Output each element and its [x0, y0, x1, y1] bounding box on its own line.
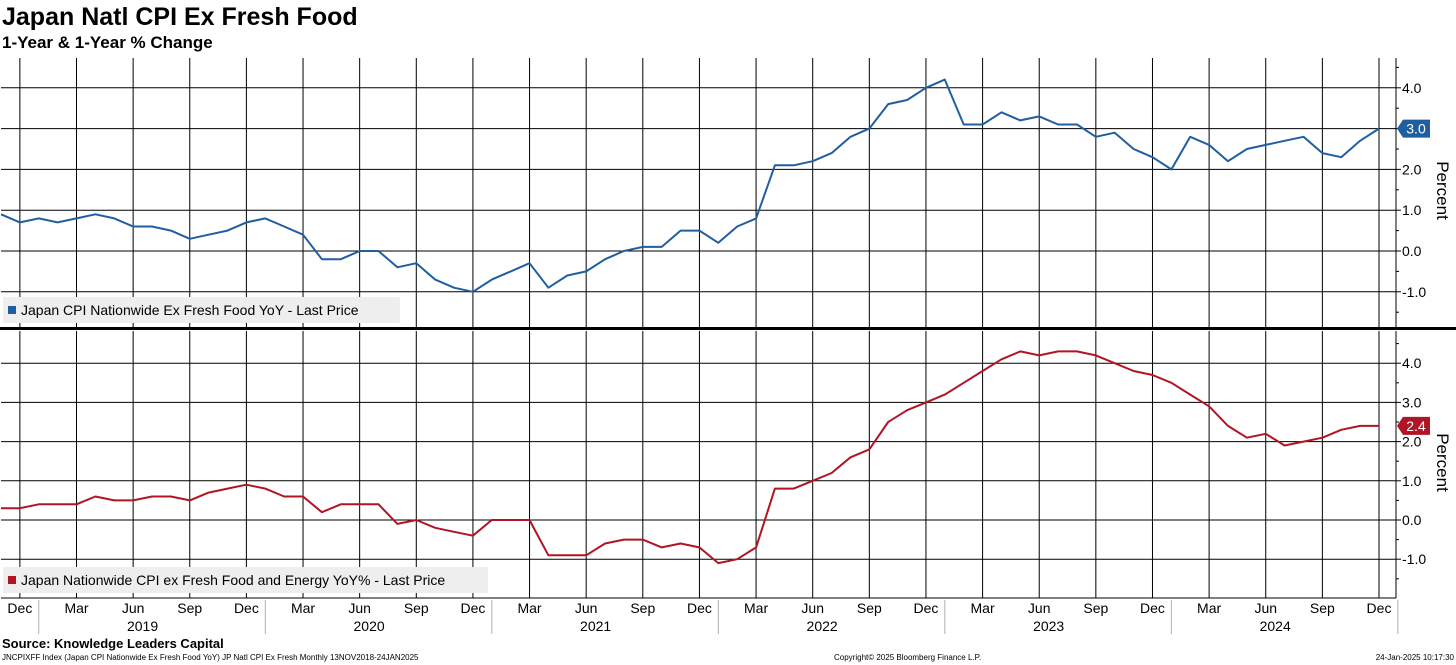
- y-tick-label: 4.0: [1402, 80, 1422, 96]
- x-month-label: Jun: [348, 600, 371, 616]
- x-month-label: Mar: [971, 600, 995, 616]
- x-month-label: Dec: [234, 600, 259, 616]
- x-month-label: Sep: [857, 600, 882, 616]
- bottom-legend: Japan Nationwide CPI ex Fresh Food and E…: [3, 567, 489, 593]
- x-month-label: Sep: [404, 600, 429, 616]
- y-tick-label: 2.0: [1402, 434, 1422, 450]
- x-month-label: Dec: [1140, 600, 1165, 616]
- x-month-label: Jun: [122, 600, 145, 616]
- footer-left: JNCPIXFF Index (Japan CPI Nationwide Ex …: [2, 653, 419, 662]
- x-month-label: Mar: [744, 600, 768, 616]
- bottom-last-value-label: 2.4: [1406, 418, 1426, 434]
- source-label: Source: Knowledge Leaders Capital: [2, 636, 224, 651]
- x-month-label: Jun: [801, 600, 824, 616]
- x-month-label: Sep: [177, 600, 202, 616]
- x-year-label: 2022: [807, 618, 838, 634]
- footer-timestamp: 24-Jan-2025 10:17:30: [1375, 653, 1454, 662]
- legend-swatch: [8, 576, 16, 584]
- y-tick-label: 0.0: [1402, 512, 1422, 528]
- x-month-label: Jun: [1028, 600, 1051, 616]
- x-month-label: Jun: [575, 600, 598, 616]
- x-month-label: Sep: [1310, 600, 1335, 616]
- y-tick-label: -1.0: [1402, 284, 1426, 300]
- y-axis-title: Percent: [1433, 433, 1452, 492]
- x-year-label: 2019: [127, 618, 158, 634]
- x-year-label: 2023: [1033, 618, 1064, 634]
- x-month-label: Mar: [64, 600, 88, 616]
- x-year-label: 2021: [580, 618, 611, 634]
- y-axis-title: Percent: [1433, 161, 1452, 220]
- x-month-label: Dec: [914, 600, 939, 616]
- y-tick-label: 0.0: [1402, 243, 1422, 259]
- y-tick-label: 1.0: [1402, 202, 1422, 218]
- x-year-label: 2024: [1260, 618, 1291, 634]
- x-month-label: Mar: [1197, 600, 1221, 616]
- x-month-label: Jun: [1254, 600, 1277, 616]
- top-series-line: [0, 78, 1380, 293]
- legend-label: Japan Nationwide CPI ex Fresh Food and E…: [21, 572, 445, 588]
- y-tick-label: 1.0: [1402, 473, 1422, 489]
- x-month-label: Dec: [7, 600, 32, 616]
- x-year-label: 2020: [354, 618, 385, 634]
- x-month-label: Dec: [1367, 600, 1392, 616]
- footer-copyright: Copyright© 2025 Bloomberg Finance L.P.: [834, 653, 982, 662]
- bottom-series-line: [1, 350, 1379, 565]
- top-last-value-label: 3.0: [1406, 121, 1426, 137]
- y-tick-label: 4.0: [1402, 355, 1422, 371]
- top-last-value-tag: [1397, 119, 1430, 138]
- y-tick-label: 2.0: [1402, 161, 1422, 177]
- bottom-last-value-tag: [1397, 416, 1430, 435]
- legend-label: Japan CPI Nationwide Ex Fresh Food YoY -…: [21, 302, 359, 318]
- top-legend: Japan CPI Nationwide Ex Fresh Food YoY -…: [3, 297, 400, 323]
- legend-background: [3, 297, 400, 323]
- y-tick-label: 3.0: [1402, 394, 1422, 410]
- x-month-label: Dec: [687, 600, 712, 616]
- x-month-label: Mar: [291, 600, 315, 616]
- legend-background: [3, 567, 489, 593]
- y-tick-label: -1.0: [1402, 551, 1426, 567]
- chart-subtitle: 1-Year & 1-Year % Change: [2, 33, 213, 52]
- x-month-label: Sep: [630, 600, 655, 616]
- x-month-label: Mar: [517, 600, 541, 616]
- x-month-label: Dec: [460, 600, 485, 616]
- legend-swatch: [8, 306, 16, 314]
- chart-title: Japan Natl CPI Ex Fresh Food: [2, 3, 358, 31]
- x-month-label: Sep: [1083, 600, 1108, 616]
